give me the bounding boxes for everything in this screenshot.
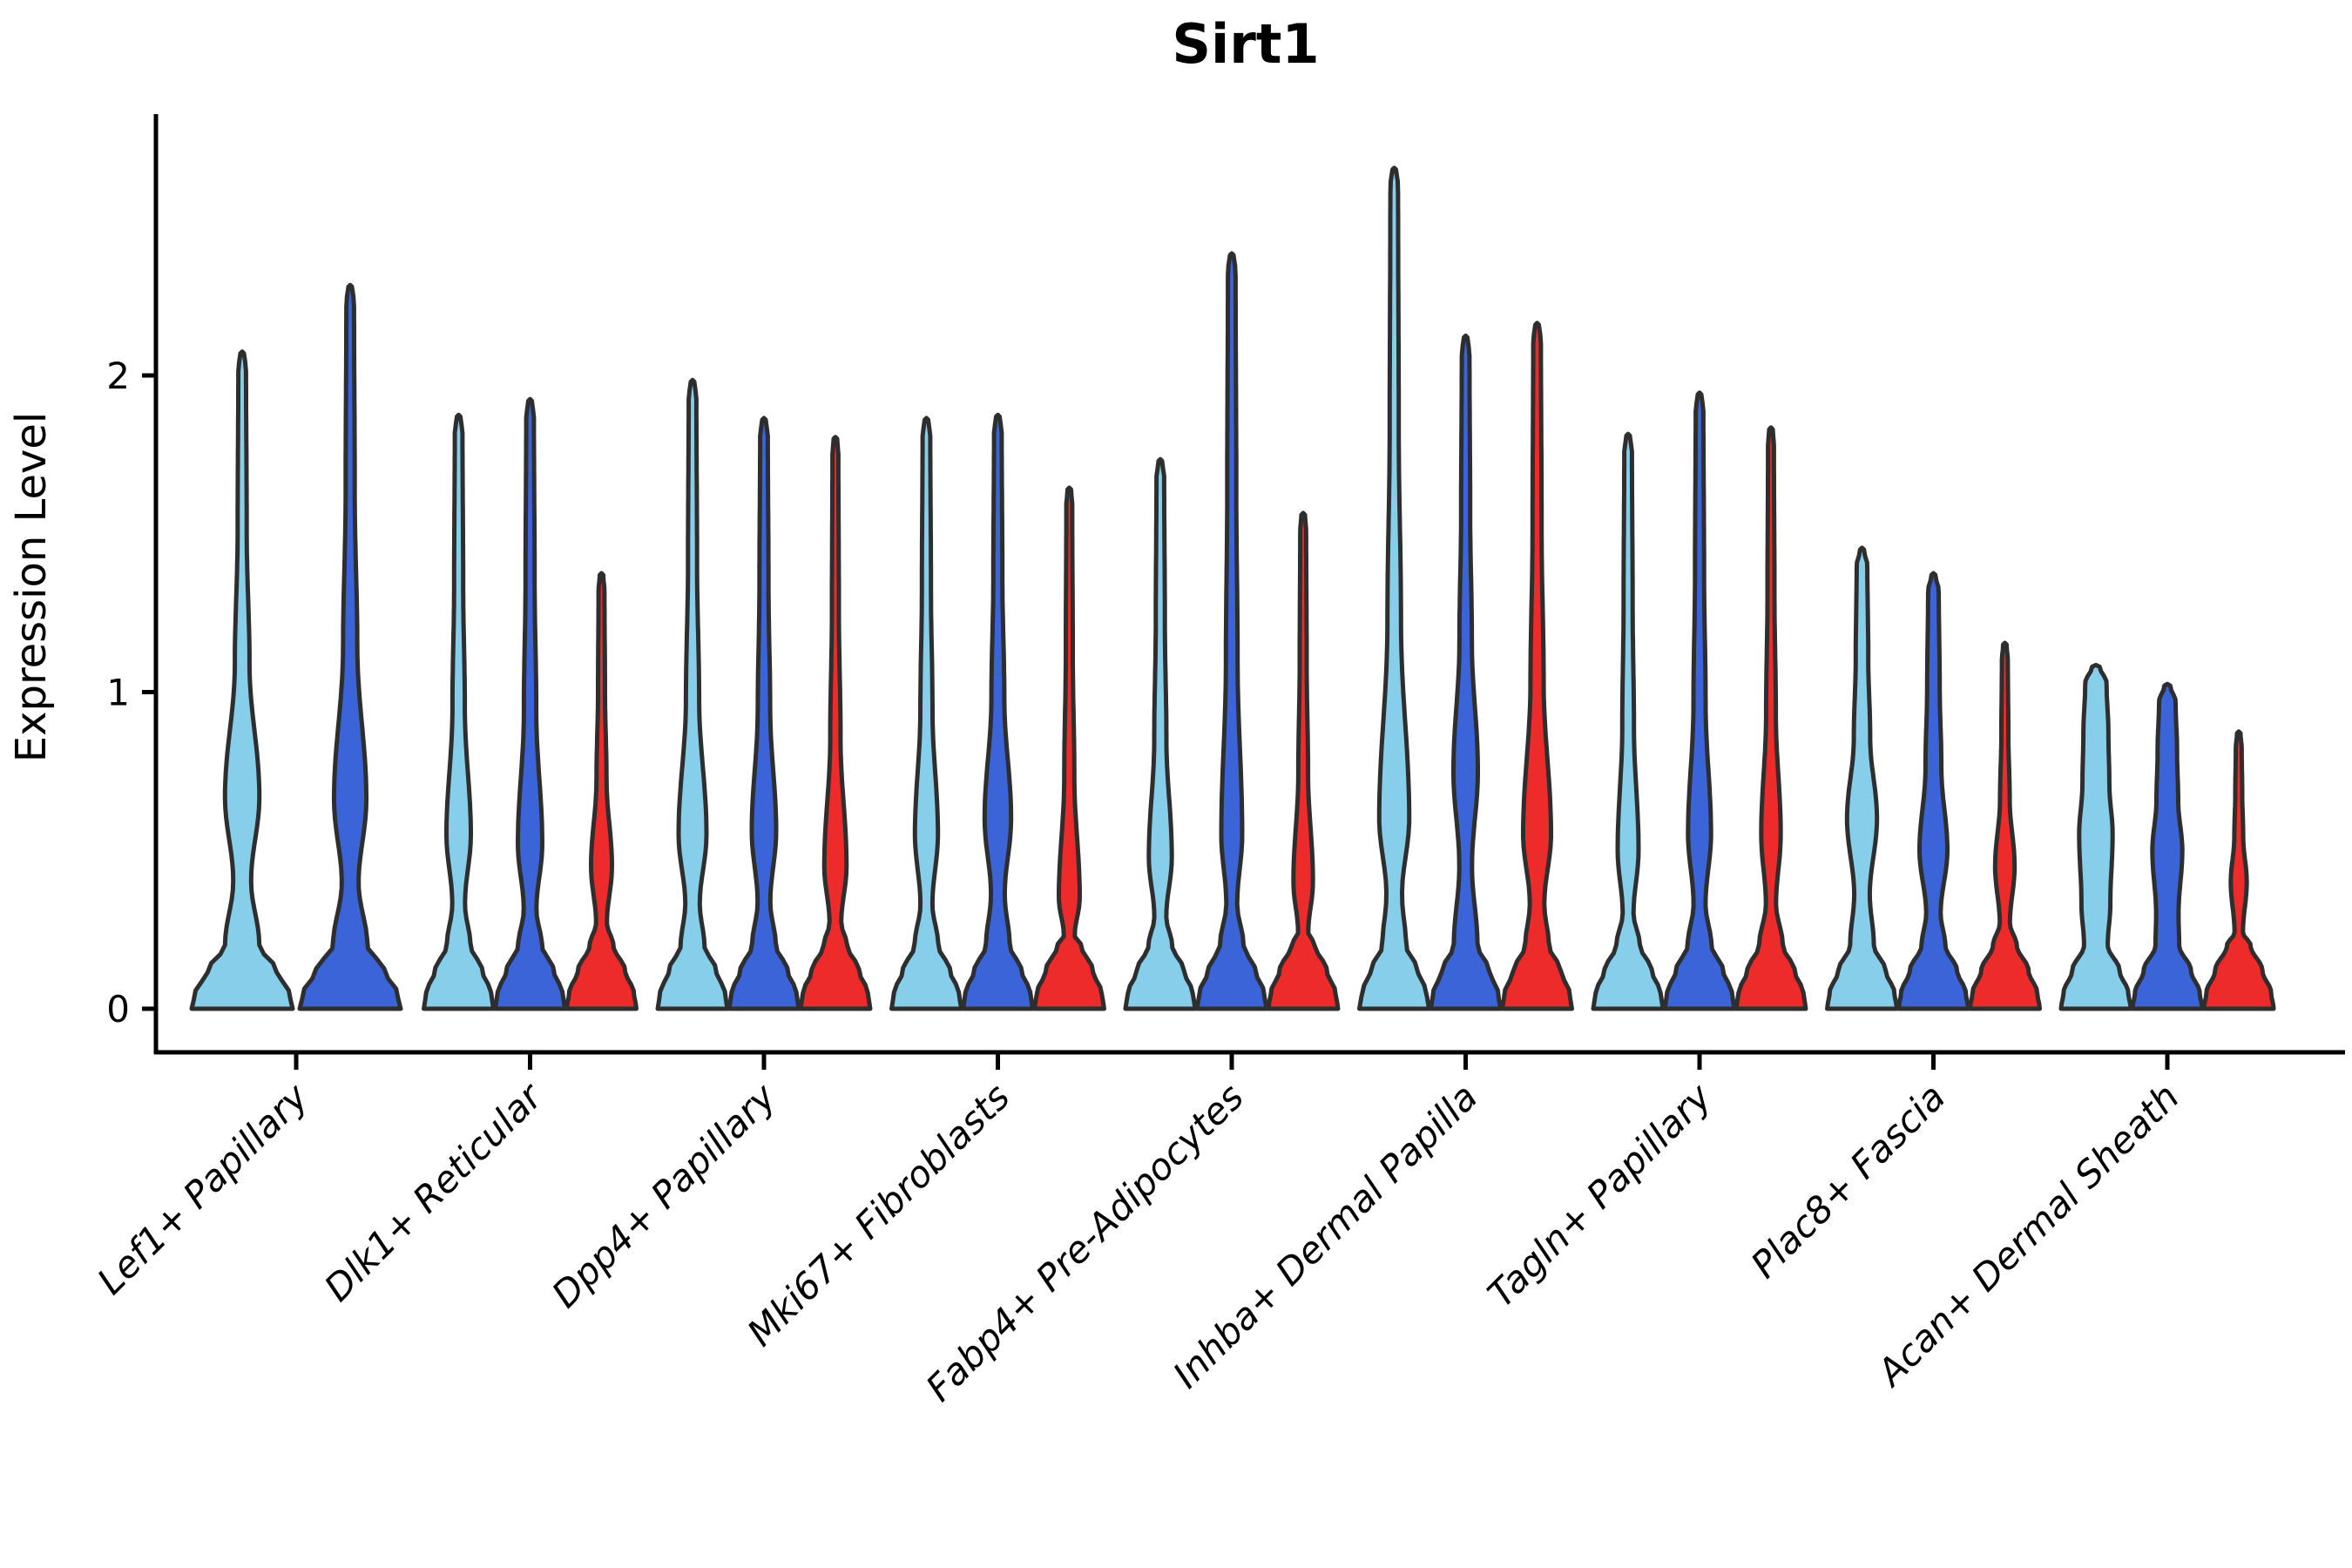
x-category-label: Lef1+ Papillary <box>89 1075 317 1303</box>
violin-split-3-inhba-dermal-papilla <box>1500 321 1574 1011</box>
violin-split-1-lef1-papillary <box>189 349 295 1011</box>
violin-split-1-plac8-fascia <box>1825 545 1899 1011</box>
x-category-label: Plac8+ Fascia <box>1742 1075 1953 1286</box>
violin-split-1-mki67-fibroblasts <box>889 416 963 1011</box>
violin-split-2-inhba-dermal-papilla <box>1429 333 1503 1011</box>
violin-split-1-acan-dermal-sheath <box>2058 662 2133 1011</box>
violin-split-3-dpp4-papillary <box>798 435 873 1011</box>
y-axis-label: Expression Level <box>7 412 56 763</box>
violin-split-1-dpp4-papillary <box>655 377 730 1011</box>
x-category-label: Dlk1+ Reticular <box>316 1073 552 1309</box>
violin-split-2-dpp4-papillary <box>727 416 801 1011</box>
chart-title: Sirt1 <box>1172 12 1319 76</box>
violin-split-2-dlk1-reticular <box>493 396 567 1011</box>
violin-split-3-dlk1-reticular <box>564 571 639 1011</box>
violin-split-3-acan-dermal-sheath <box>2201 729 2276 1011</box>
violin-layer <box>189 166 2276 1011</box>
violin-split-1-dlk1-reticular <box>422 412 496 1011</box>
x-category-label: Tagln+ Papillary <box>1479 1075 1720 1316</box>
violin-split-1-fabp4-pre-adipocytes <box>1123 456 1198 1011</box>
x-category-label: Mki67+ Fibroblasts <box>739 1075 1017 1354</box>
violin-split-3-plac8-fascia <box>1968 640 2042 1011</box>
violin-split-3-fabp4-pre-adipocytes <box>1266 510 1341 1011</box>
violin-split-2-mki67-fibroblasts <box>961 412 1035 1011</box>
violin-split-3-tagln-papillary <box>1734 425 1808 1011</box>
axes-layer <box>142 114 2345 1070</box>
violin-split-2-fabp4-pre-adipocytes <box>1194 251 1269 1011</box>
y-tick-label: 0 <box>106 988 130 1031</box>
violin-split-1-inhba-dermal-papilla <box>1357 166 1431 1011</box>
violin-split-2-acan-dermal-sheath <box>2130 681 2205 1011</box>
violin-split-2-plac8-fascia <box>1896 571 1970 1011</box>
y-tick-label: 1 <box>106 672 130 714</box>
violin-split-2-tagln-papillary <box>1662 390 1737 1011</box>
violin-split-2-lef1-papillary <box>297 282 403 1011</box>
y-tick-label: 2 <box>106 355 130 397</box>
violin-split-3-mki67-fibroblasts <box>1032 485 1106 1011</box>
x-category-label: Dpp4+ Papillary <box>544 1075 785 1316</box>
violin-split-1-tagln-papillary <box>1591 431 1666 1011</box>
